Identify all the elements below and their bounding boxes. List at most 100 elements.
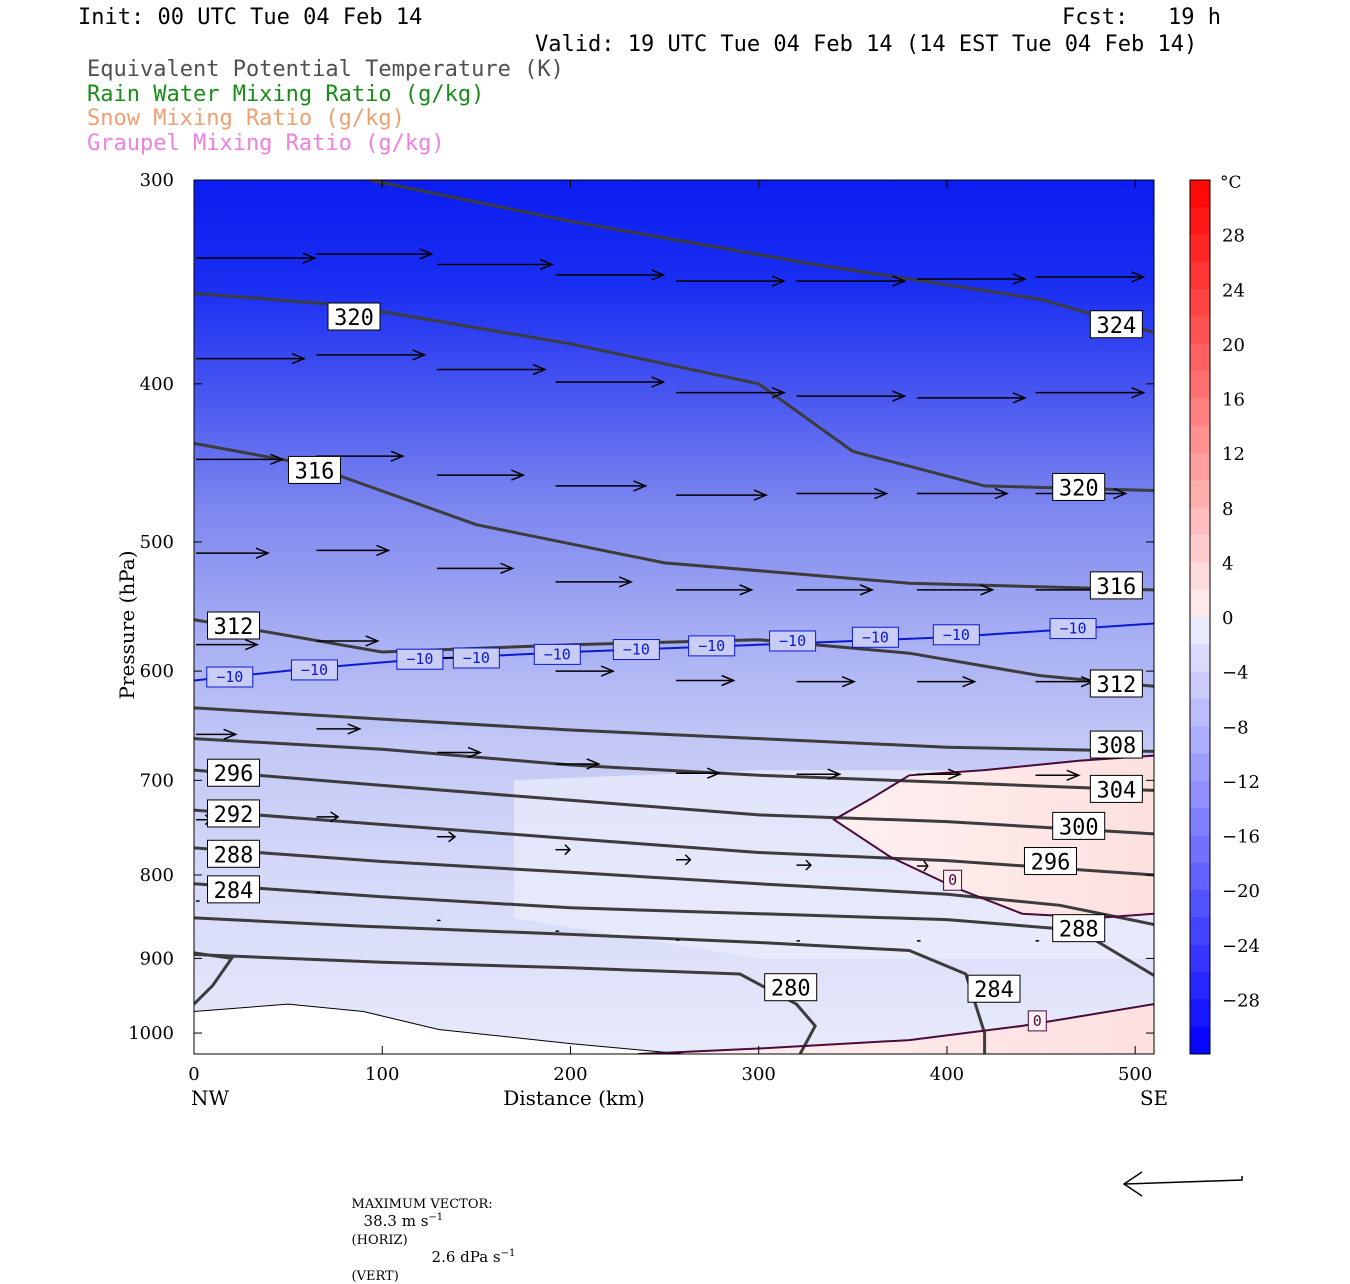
wind-vector-head [330, 811, 340, 823]
wind-vector-head [651, 376, 666, 388]
wind-vector-head [947, 768, 963, 780]
wind-vector [555, 844, 571, 856]
warm-region-upper [834, 755, 1154, 918]
theta-e-label-text: 284 [974, 978, 1014, 1003]
theta-e-label-box [1052, 811, 1106, 840]
isotherm-label: −10 [206, 666, 254, 688]
max-vector-horiz: 38.3 m s [363, 1212, 429, 1230]
theta-e-label-box [207, 758, 261, 787]
wind-vector [436, 363, 547, 376]
max-vector-horiz-tag: (HORIZ) [351, 1233, 408, 1248]
isotherm-label-text: −10 [463, 649, 490, 667]
freezing-label-box [943, 869, 963, 891]
colorbar-segment [1190, 261, 1210, 290]
isotherm-label: −10 [533, 643, 581, 665]
colorbar-segment [1190, 480, 1210, 509]
wind-vector-head [390, 450, 405, 462]
isotherm-label-box [932, 624, 980, 646]
y-axis-label: Pressure (hPa) [115, 551, 139, 700]
isotherm-label: −10 [932, 624, 980, 646]
wind-vector-head [706, 767, 722, 779]
colorbar-segment [1190, 453, 1210, 481]
isotherm-label-text: −10 [623, 641, 650, 659]
theta-e-label-text: 308 [1096, 734, 1136, 759]
wind-vector [316, 248, 434, 260]
wind-vector-head [651, 269, 666, 281]
wind-vector [555, 269, 666, 281]
colorbar-segment [1190, 917, 1210, 946]
theta-e-label-box [207, 799, 261, 828]
isotherm-label-text: −10 [216, 668, 243, 686]
max-vector-label: MAXIMUM VECTOR: [351, 1197, 493, 1212]
legend-title-0: Equivalent Potential Temperature (K) [87, 57, 564, 82]
max-vector-vert-exp: −1 [500, 1248, 516, 1259]
theta-e-label-text: 312 [214, 615, 254, 640]
terrain-fill [194, 1004, 684, 1054]
isotherm-label-text: −10 [1060, 620, 1087, 638]
colorbar-segment [1190, 617, 1210, 645]
isotherm-label: −10 [290, 659, 338, 681]
wind-vector-head [1012, 273, 1027, 285]
wind-vector-head [962, 675, 977, 688]
colorbar-segment [1190, 644, 1210, 673]
wind-vector [316, 349, 427, 361]
colorbar-segment [1190, 343, 1210, 372]
theta-e-label: 288 [207, 839, 261, 868]
wind-vector [436, 258, 555, 271]
wind-vector-head [302, 252, 317, 264]
wind-vector-head [892, 275, 907, 287]
isotherm-label-box [452, 647, 500, 669]
isotherm-label-text: −10 [862, 628, 889, 646]
wind-vector-head [1131, 386, 1146, 399]
colorbar-tick-label: 12 [1222, 444, 1245, 465]
wind-vector-head [365, 635, 380, 647]
theta-e-contour-296 [194, 808, 1154, 877]
wind-vector-head [1161, 861, 1164, 871]
wind-vector-head [892, 390, 907, 402]
x-start-label: NW [191, 1086, 230, 1110]
wind-vector [555, 758, 601, 770]
theta-e-label-box [1052, 914, 1106, 943]
isotherm-label: −10 [769, 630, 817, 652]
theta-e-label-box [1089, 669, 1143, 698]
colorbar-segment [1190, 398, 1210, 427]
colorbar-tick-label: −24 [1222, 936, 1260, 957]
wind-vector [796, 675, 857, 688]
wind-vector-head [270, 453, 285, 466]
theta-e-label-box [207, 611, 261, 640]
theta-e-label: 280 [764, 973, 818, 1002]
wind-vector [796, 390, 907, 402]
y-tick-label: 500 [140, 532, 174, 553]
colorbar-frame [1189, 179, 1211, 1055]
wind-vector-head [539, 258, 555, 271]
colorbar-segment [1190, 890, 1210, 918]
wind-vector [676, 767, 722, 779]
wind-vector [916, 392, 1027, 404]
isotherm-label-text: −10 [943, 626, 970, 644]
isotherm-label: −10 [452, 647, 500, 669]
freezing-label-box [1027, 1010, 1047, 1032]
wind-vector [196, 638, 260, 651]
wind-vector [676, 854, 692, 866]
wind-vector-head [467, 746, 483, 759]
freezing-line-lower [638, 1003, 1154, 1054]
colorbar-segment [1190, 780, 1210, 809]
wind-vector-head [291, 352, 306, 365]
theta-e-label-box [967, 974, 1021, 1003]
isotherm-label-text: −10 [698, 637, 725, 655]
theta-e-label-text: 320 [1059, 476, 1099, 501]
wind-vector-head [223, 728, 238, 741]
theta-e-label: 320 [327, 302, 381, 331]
x-axis-label: Distance (km) [503, 1086, 645, 1110]
wind-vector-head [1012, 392, 1027, 404]
wind-vector [555, 376, 666, 388]
wind-vector [796, 584, 875, 596]
y-tick-label: 700 [140, 770, 174, 791]
colorbar-tick-label: −28 [1222, 990, 1260, 1011]
theta-e-contour-300 [194, 768, 1154, 836]
forecast-hour: Fcst: 19 h [1062, 5, 1221, 30]
wind-vector-head [859, 584, 875, 596]
colorbar-tick-label: 0 [1222, 608, 1233, 629]
wind-vector-head [827, 768, 842, 780]
theta-e-label-text: 296 [214, 762, 254, 787]
